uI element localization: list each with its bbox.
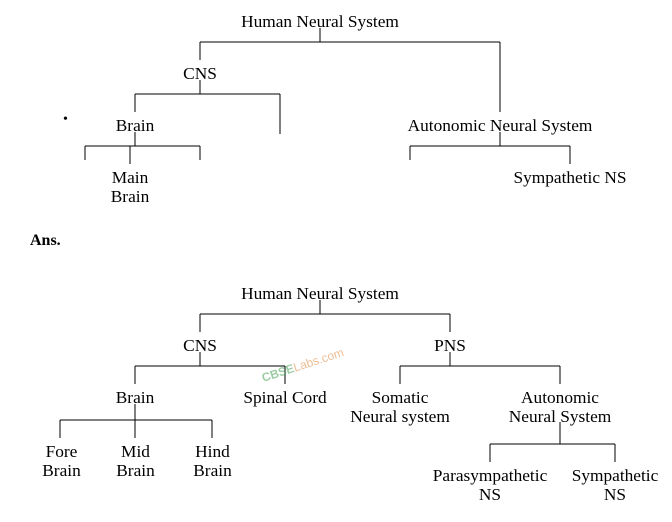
d1-cns: CNS <box>175 64 225 83</box>
d2-root: Human Neural System <box>230 284 410 303</box>
d2-spinal: Spinal Cord <box>235 388 335 407</box>
d2-symp: Sympathetic NS <box>560 466 670 504</box>
diagram1-connectors <box>0 0 672 522</box>
d1-ans: Autonomic Neural System <box>400 116 600 135</box>
d1-brain: Brain <box>105 116 165 135</box>
d1-root: Human Neural System <box>230 12 410 31</box>
watermark-part2: Labs.com <box>292 345 346 374</box>
ans-label: Ans. <box>30 232 61 250</box>
d2-autonomic: Autonomic Neural System <box>490 388 630 426</box>
d2-parasymp: Parasympathetic NS <box>420 466 560 504</box>
d2-fore: Fore Brain <box>34 442 89 480</box>
d1-main-brain: Main Brain <box>100 168 160 206</box>
d2-hind: Hind Brain <box>185 442 240 480</box>
d2-pns: PNS <box>425 336 475 355</box>
d2-cns: CNS <box>175 336 225 355</box>
d1-symp: Sympathetic NS <box>500 168 640 187</box>
d2-somatic: Somatic Neural system <box>340 388 460 426</box>
watermark-part1: CBSE <box>260 361 296 385</box>
watermark: CBSELabs.com <box>260 345 346 385</box>
d2-mid: Mid Brain <box>108 442 163 480</box>
stray-dot: • <box>63 112 68 128</box>
d2-brain: Brain <box>105 388 165 407</box>
diagram2-connectors <box>0 0 672 522</box>
